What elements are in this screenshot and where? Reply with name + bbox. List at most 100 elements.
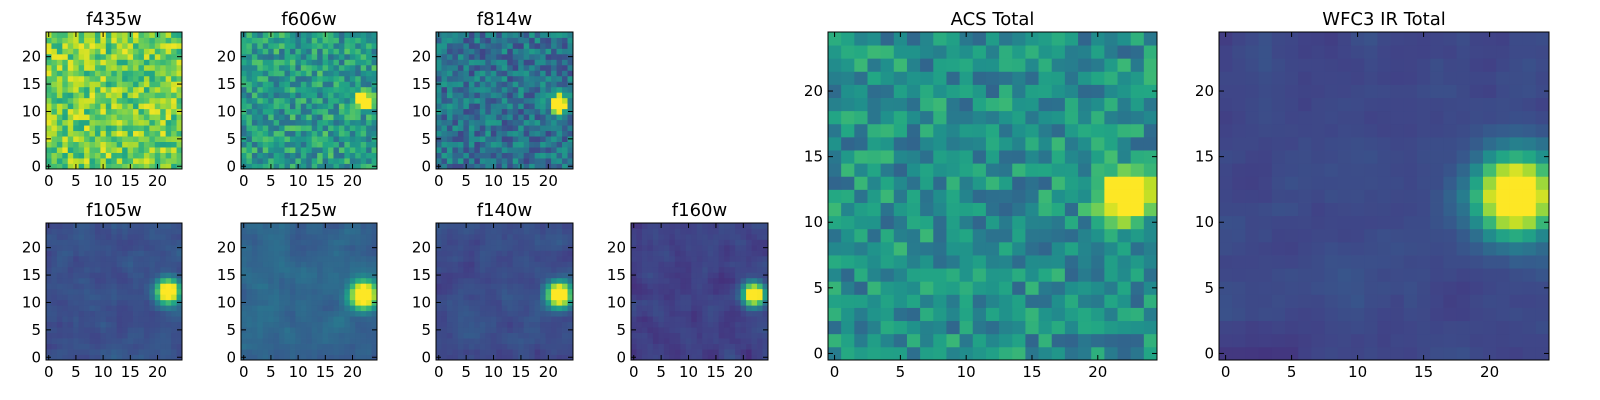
heatmap-cell — [854, 189, 868, 203]
heatmap-cell — [160, 244, 167, 251]
heatmap-cell — [474, 48, 481, 55]
heatmap-cell — [518, 294, 525, 301]
heatmap-cell — [111, 305, 118, 312]
heatmap-cell — [556, 305, 563, 312]
heatmap-cell — [295, 233, 302, 240]
heatmap-cell — [729, 354, 736, 361]
heatmap-cell — [713, 321, 720, 328]
heatmap-cell — [300, 239, 307, 246]
heatmap-cell — [111, 86, 118, 93]
heatmap-cell — [111, 59, 118, 66]
heatmap-cell — [757, 349, 763, 355]
heatmap-cell — [479, 37, 486, 44]
heatmap-cell — [360, 261, 367, 268]
heatmap-cell — [67, 272, 74, 279]
heatmap-cell — [78, 343, 85, 350]
heatmap-cell — [641, 283, 648, 290]
heatmap-cell — [84, 97, 90, 104]
heatmap-cell — [279, 338, 285, 344]
heatmap-cell — [105, 103, 112, 110]
heatmap-cell — [946, 228, 960, 243]
heatmap-cell — [300, 75, 307, 82]
heatmap-cell — [468, 119, 475, 126]
heatmap-cell — [89, 136, 96, 142]
heatmap-cell — [138, 147, 145, 153]
heatmap-cell — [149, 310, 156, 317]
heatmap-cell — [724, 354, 731, 361]
heatmap-cell — [338, 81, 345, 88]
heatmap-cell — [344, 119, 351, 126]
heatmap-cell — [133, 158, 139, 164]
heatmap-cell — [262, 81, 269, 88]
heatmap-cell — [56, 163, 63, 170]
heatmap-cell — [100, 233, 107, 240]
heatmap-cell — [73, 141, 80, 148]
heatmap-cell — [84, 250, 90, 257]
heatmap-cell — [344, 250, 351, 257]
y-tick-label: 5 — [31, 130, 41, 148]
heatmap-cell — [154, 147, 161, 153]
heatmap-cell — [828, 228, 842, 243]
heatmap-cell — [105, 48, 112, 55]
heatmap-cell — [78, 48, 85, 55]
heatmap-cell — [322, 103, 329, 110]
heatmap-cell — [344, 354, 351, 361]
heatmap-cell — [556, 103, 563, 110]
heatmap-cell — [322, 266, 329, 273]
heatmap-cell — [556, 327, 563, 333]
heatmap-cell — [631, 294, 637, 301]
heatmap-cell — [507, 343, 514, 350]
heatmap-cell — [306, 327, 313, 333]
heatmap-cell — [893, 307, 908, 322]
heatmap-cell — [691, 266, 698, 273]
heatmap-cell — [1038, 294, 1053, 308]
heatmap-cell — [165, 288, 172, 295]
heatmap-cell — [300, 53, 307, 60]
heatmap-cell — [507, 283, 514, 290]
heatmap-cell — [338, 343, 345, 350]
heatmap-cell — [718, 228, 725, 235]
heatmap-cell — [100, 114, 107, 121]
heatmap-cell — [176, 228, 183, 235]
heatmap-cell — [371, 42, 378, 49]
heatmap-cell — [138, 310, 145, 317]
heatmap-cell — [84, 42, 90, 49]
heatmap-cell — [111, 48, 118, 55]
heatmap-cell — [518, 228, 525, 235]
heatmap-cell — [746, 299, 752, 306]
heatmap-cell — [56, 108, 63, 115]
heatmap-cell — [463, 310, 470, 317]
heatmap-cell — [89, 152, 96, 159]
heatmap-cell — [84, 158, 90, 164]
heatmap-cell — [496, 261, 503, 268]
heatmap-cell — [920, 163, 934, 177]
heatmap-cell — [1051, 241, 1066, 256]
heatmap-cell — [154, 86, 161, 93]
heatmap-cell — [317, 125, 323, 132]
heatmap-cell — [295, 92, 302, 99]
heatmap-cell — [344, 37, 351, 44]
heatmap-cell — [545, 86, 552, 93]
heatmap-cell — [317, 70, 323, 77]
heatmap-cell — [257, 288, 264, 295]
heatmap-cell — [349, 299, 356, 306]
heatmap-cell — [507, 147, 514, 153]
heatmap-cell — [160, 283, 167, 290]
heatmap-cell — [51, 354, 58, 361]
heatmap-cell — [257, 321, 264, 328]
heatmap-cell — [311, 223, 318, 229]
heatmap-cell — [176, 332, 183, 339]
heatmap-cell — [311, 119, 318, 126]
heatmap-cell — [485, 244, 492, 251]
heatmap-cell — [1064, 346, 1079, 361]
heatmap-cell — [920, 176, 934, 190]
heatmap-cell — [501, 223, 508, 229]
heatmap-cell — [338, 327, 345, 333]
heatmap-cell — [100, 152, 107, 159]
heatmap-cell — [518, 42, 525, 49]
heatmap-cell — [920, 189, 934, 203]
heatmap-cell — [867, 281, 882, 295]
heatmap-cell — [171, 244, 177, 251]
heatmap-cell — [474, 228, 481, 235]
heatmap-cell — [94, 108, 101, 115]
